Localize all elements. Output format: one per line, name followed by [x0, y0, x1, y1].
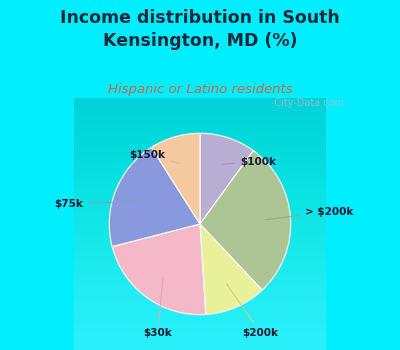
Text: Hispanic or Latino residents: Hispanic or Latino residents	[108, 83, 292, 96]
Wedge shape	[112, 224, 206, 315]
Wedge shape	[109, 147, 200, 246]
Wedge shape	[151, 133, 200, 224]
Text: Income distribution in South
Kensington, MD (%): Income distribution in South Kensington,…	[60, 9, 340, 49]
Text: > $200k: > $200k	[265, 207, 353, 220]
Wedge shape	[200, 150, 291, 290]
Wedge shape	[200, 133, 253, 224]
Wedge shape	[200, 224, 262, 315]
Text: $150k: $150k	[130, 150, 180, 163]
Text: $100k: $100k	[222, 156, 276, 167]
Text: $30k: $30k	[143, 277, 172, 338]
Text: $200k: $200k	[226, 284, 278, 338]
Text: $75k: $75k	[54, 199, 139, 209]
Text: City-Data.com: City-Data.com	[268, 98, 344, 108]
